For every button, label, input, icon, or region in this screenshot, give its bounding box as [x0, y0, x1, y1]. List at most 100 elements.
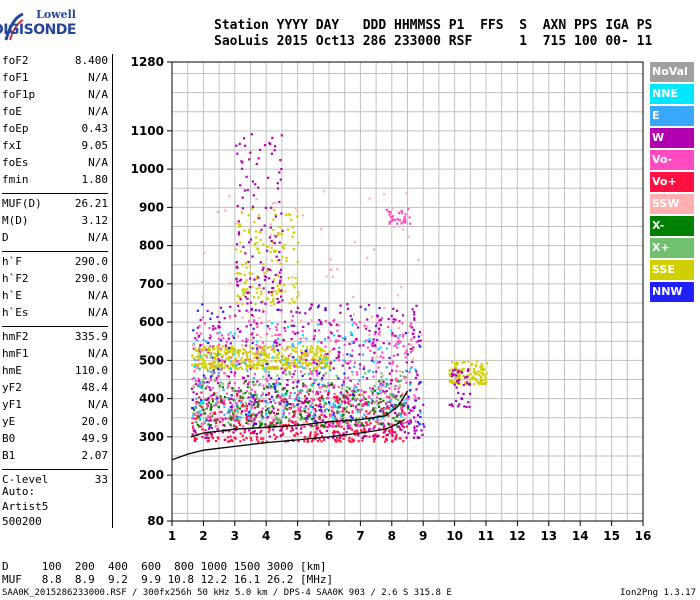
echo-point	[212, 369, 215, 372]
echo-point	[451, 369, 455, 372]
echo-point	[414, 396, 417, 399]
echo-point	[281, 229, 284, 233]
echo-point	[298, 391, 301, 394]
echo-point	[313, 334, 317, 337]
echo-point	[293, 300, 296, 303]
echo-point	[318, 415, 321, 418]
echo-point	[239, 250, 242, 253]
echo-point	[301, 402, 304, 405]
param-row: C-level 33	[2, 473, 108, 490]
echo-point	[405, 425, 409, 428]
echo-point	[234, 417, 238, 420]
echo-point	[251, 207, 254, 211]
echo-point	[254, 236, 257, 239]
echo-point	[392, 417, 395, 420]
echo-point	[418, 422, 421, 426]
echo-point	[240, 361, 243, 364]
echo-point	[368, 197, 371, 200]
echo-point	[316, 424, 319, 427]
echo-point	[292, 344, 295, 348]
echo-point	[252, 403, 255, 407]
echo-point	[295, 296, 299, 299]
echo-point	[309, 348, 312, 351]
echo-point	[247, 292, 250, 295]
x-tick-label: 14	[572, 529, 589, 543]
echo-point	[456, 375, 460, 378]
echo-point	[229, 405, 232, 409]
echo-point	[289, 353, 292, 356]
echo-point	[397, 343, 400, 346]
echo-point	[245, 364, 248, 368]
echo-point	[349, 314, 352, 318]
echo-point	[205, 367, 209, 370]
echo-point	[208, 356, 212, 359]
echo-point	[207, 436, 210, 440]
echo-point	[298, 359, 302, 362]
echo-point	[402, 401, 406, 405]
echo-point	[251, 255, 254, 258]
echo-point	[347, 376, 350, 379]
echo-point	[343, 396, 346, 399]
echo-point	[328, 365, 331, 368]
echo-point	[282, 412, 285, 416]
echo-point	[277, 382, 280, 385]
echo-point	[389, 399, 392, 403]
echo-point	[239, 298, 242, 301]
y-tick-label: 1100	[131, 124, 164, 138]
echo-point	[243, 189, 247, 192]
echo-point	[279, 434, 283, 437]
echo-point	[235, 350, 238, 353]
echo-point	[293, 434, 296, 437]
echo-point	[312, 438, 315, 441]
echo-point	[342, 359, 345, 362]
echo-point	[208, 381, 211, 384]
param-name: hmF2	[2, 330, 29, 343]
echo-point	[292, 439, 295, 442]
echo-point	[195, 392, 198, 396]
echo-point	[452, 381, 455, 384]
echo-point	[201, 436, 204, 439]
echo-point	[378, 320, 381, 323]
echo-point	[305, 355, 308, 358]
echo-point	[390, 408, 394, 411]
echo-point	[217, 405, 220, 409]
echo-point	[216, 367, 220, 370]
echo-point	[215, 420, 218, 423]
echo-point	[273, 233, 276, 237]
echo-point	[451, 367, 454, 370]
echo-point	[396, 425, 399, 428]
echo-point	[323, 363, 326, 366]
echo-point	[344, 433, 347, 436]
echo-point	[324, 308, 327, 312]
echo-point	[291, 362, 294, 365]
echo-point	[398, 437, 401, 440]
echo-point	[209, 344, 212, 348]
echo-point	[255, 353, 259, 356]
echo-point	[328, 365, 331, 368]
echo-point	[241, 392, 245, 395]
echo-point	[252, 194, 255, 197]
echo-point	[293, 405, 296, 408]
echo-point	[307, 401, 310, 404]
echo-point	[376, 420, 379, 423]
echo-point	[245, 417, 248, 420]
echo-point	[306, 390, 309, 393]
echo-point	[217, 337, 221, 340]
echo-point	[345, 362, 348, 365]
echo-point	[394, 384, 397, 387]
echo-point	[330, 323, 333, 327]
param-value: N/A	[88, 105, 108, 118]
echo-point	[194, 362, 197, 366]
echo-point	[300, 352, 303, 355]
echo-point	[272, 356, 275, 359]
echo-point	[366, 402, 369, 405]
echo-point	[222, 310, 225, 313]
echo-point	[358, 421, 361, 424]
echo-point	[401, 405, 404, 408]
echo-point	[292, 405, 295, 409]
echo-point	[342, 407, 345, 410]
echo-point	[411, 349, 414, 352]
echo-point	[388, 356, 391, 360]
echo-point	[265, 276, 268, 279]
autoscaling-info: Auto: Artist5 500200	[2, 484, 48, 529]
